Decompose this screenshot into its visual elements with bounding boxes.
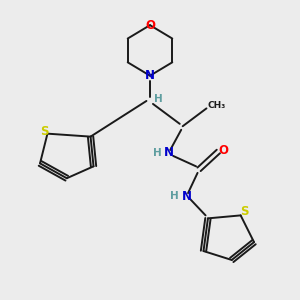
Text: O: O — [219, 143, 229, 157]
Text: N: N — [164, 146, 174, 160]
Text: S: S — [240, 205, 248, 218]
Text: H: H — [152, 148, 161, 158]
Text: S: S — [40, 125, 49, 138]
Text: N: N — [145, 69, 155, 82]
Text: H: H — [170, 191, 179, 201]
Text: CH₃: CH₃ — [208, 101, 226, 110]
Text: H: H — [154, 94, 163, 104]
Text: O: O — [145, 19, 155, 32]
Text: N: N — [182, 190, 192, 202]
